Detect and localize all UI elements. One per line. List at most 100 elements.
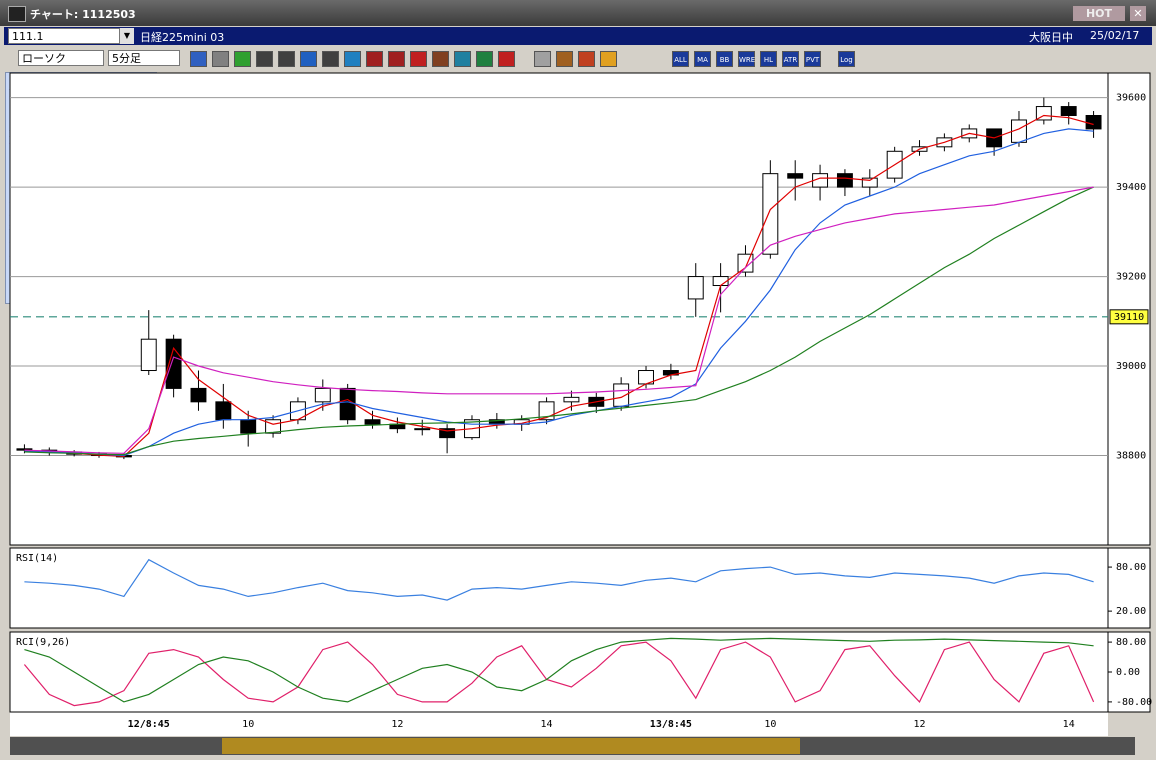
info-value: 38965 bbox=[122, 101, 153, 112]
info-row: 標準偏差+2 39015.61 bbox=[6, 195, 156, 209]
toolbar-icon[interactable]: Log bbox=[838, 51, 855, 67]
info-label: RSI bbox=[9, 155, 28, 166]
candle-body bbox=[389, 423, 406, 430]
info-row: 移動平均線 38918.00 bbox=[6, 222, 156, 236]
candle-body bbox=[1085, 115, 1102, 130]
toolbar-icon[interactable] bbox=[388, 51, 405, 67]
candle-body bbox=[1011, 119, 1027, 143]
candle-body bbox=[712, 276, 729, 287]
toolbar-icon[interactable] bbox=[212, 51, 229, 67]
candle-body bbox=[911, 146, 928, 152]
y-tick-label: 39000 bbox=[1116, 361, 1146, 372]
info-row: 標準偏差-2 38820.39 bbox=[6, 249, 156, 263]
toolbar-icon[interactable] bbox=[322, 51, 339, 67]
candle-body bbox=[289, 401, 306, 421]
toolbar-icon[interactable]: WRE bbox=[738, 51, 755, 67]
toolbar-icon[interactable] bbox=[600, 51, 617, 67]
info-value: 38918.00 bbox=[104, 276, 153, 288]
candle-body bbox=[762, 173, 779, 255]
toolbar-icon[interactable] bbox=[410, 51, 427, 67]
info-value: 38869.19 bbox=[104, 236, 153, 247]
toolbar-icon[interactable] bbox=[498, 51, 515, 67]
y-tick-label: -80.00 bbox=[1116, 697, 1152, 708]
info-label: Vwap bbox=[9, 141, 34, 153]
window-title: チャート: 1112503 bbox=[30, 8, 136, 21]
symbol-dropdown[interactable]: ▼ bbox=[120, 28, 134, 44]
scroll-thumb bbox=[222, 738, 800, 754]
series-line bbox=[24, 128, 1094, 457]
candle-body bbox=[140, 338, 157, 372]
panel-title: RSI(14) bbox=[16, 553, 58, 564]
candle-body bbox=[961, 128, 978, 139]
candle-body bbox=[165, 338, 182, 389]
info-row: 高値 38965 bbox=[6, 100, 156, 114]
toolbar-icon[interactable] bbox=[432, 51, 449, 67]
axis-bg bbox=[1107, 631, 1151, 713]
panel-bg bbox=[9, 631, 1109, 713]
series-line bbox=[24, 186, 1094, 454]
toolbar-icon[interactable]: MA bbox=[694, 51, 711, 67]
candle-body bbox=[936, 137, 953, 148]
x-tick-label: 12/8:45 bbox=[128, 719, 170, 730]
chart-type-select[interactable]: ローソク bbox=[18, 50, 104, 66]
info-value: -34.39 bbox=[116, 182, 153, 193]
info-panel: 2025/02/12 11:00:00 始値 38960 高値 38965 安値 3893… bbox=[5, 72, 157, 304]
close-button[interactable]: ✕ bbox=[1130, 6, 1146, 21]
candle-body bbox=[563, 396, 580, 403]
toolbar-icon[interactable] bbox=[476, 51, 493, 67]
toolbar-icon[interactable]: HL bbox=[760, 51, 777, 67]
instrument-name: 日経225mini 03 bbox=[140, 31, 225, 44]
candle-body bbox=[314, 387, 331, 403]
app-icon bbox=[8, 6, 26, 22]
y-tick-label: 38800 bbox=[1116, 451, 1146, 462]
info-row: 終値 38940 bbox=[6, 127, 156, 141]
symbol-input[interactable]: 111.1 bbox=[8, 28, 120, 44]
x-axis-band bbox=[10, 712, 1108, 736]
y-tick-label: 80.00 bbox=[1116, 562, 1146, 573]
reference-box bbox=[1109, 309, 1149, 325]
info-value: 39015.61 bbox=[104, 195, 153, 207]
candle-body bbox=[115, 455, 132, 458]
info-label: 標準偏差+1 bbox=[9, 209, 62, 220]
toolbar-icon[interactable]: ATR bbox=[782, 51, 799, 67]
toolbar-icon[interactable]: BB bbox=[716, 51, 733, 67]
toolbar-icon[interactable]: ALL bbox=[672, 51, 689, 67]
toolbar-icon[interactable]: PVT bbox=[804, 51, 821, 67]
hot-button[interactable]: HOT bbox=[1073, 6, 1125, 21]
candle-body bbox=[613, 383, 630, 407]
candle-body bbox=[66, 451, 83, 455]
candle-body bbox=[439, 428, 456, 439]
interval-select[interactable]: 5分足 bbox=[108, 50, 180, 66]
candle-body bbox=[41, 449, 58, 453]
info-value: 65.85 bbox=[122, 155, 153, 166]
toolbar-icon[interactable] bbox=[556, 51, 573, 67]
toolbar-icon[interactable] bbox=[300, 51, 317, 67]
info-value: 38958.25 bbox=[104, 141, 153, 153]
info-label: RCI2 bbox=[9, 182, 34, 193]
candle-body bbox=[265, 419, 282, 434]
info-row: RCI1 96.67 bbox=[6, 168, 156, 182]
toolbar-icon[interactable] bbox=[278, 51, 295, 67]
info-value: 38966.81 bbox=[104, 209, 153, 220]
toolbar-icon[interactable] bbox=[256, 51, 273, 67]
toolbar-icon[interactable] bbox=[344, 51, 361, 67]
panel-bg bbox=[9, 547, 1109, 629]
candle-body bbox=[812, 173, 829, 188]
candle-body bbox=[16, 448, 33, 451]
toolbar-icon[interactable] bbox=[534, 51, 551, 67]
candle-body bbox=[91, 453, 107, 457]
toolbar-icon[interactable] bbox=[366, 51, 383, 67]
info-label: 標準偏差-2 bbox=[9, 249, 62, 261]
x-tick-label: 14 bbox=[541, 719, 553, 730]
toolbar-icon[interactable] bbox=[234, 51, 251, 67]
toolbar-icon[interactable] bbox=[454, 51, 471, 67]
toolbar-icon[interactable] bbox=[578, 51, 595, 67]
info-label: 平均3 bbox=[9, 290, 36, 301]
toolbar-icon[interactable] bbox=[190, 51, 207, 67]
y-tick-label: 39400 bbox=[1116, 182, 1146, 193]
info-label: 始値 bbox=[9, 87, 29, 99]
info-label: 移動平均線 bbox=[9, 222, 59, 234]
info-value: 38936.00 bbox=[104, 263, 153, 274]
info-value: 38960 bbox=[122, 87, 153, 99]
